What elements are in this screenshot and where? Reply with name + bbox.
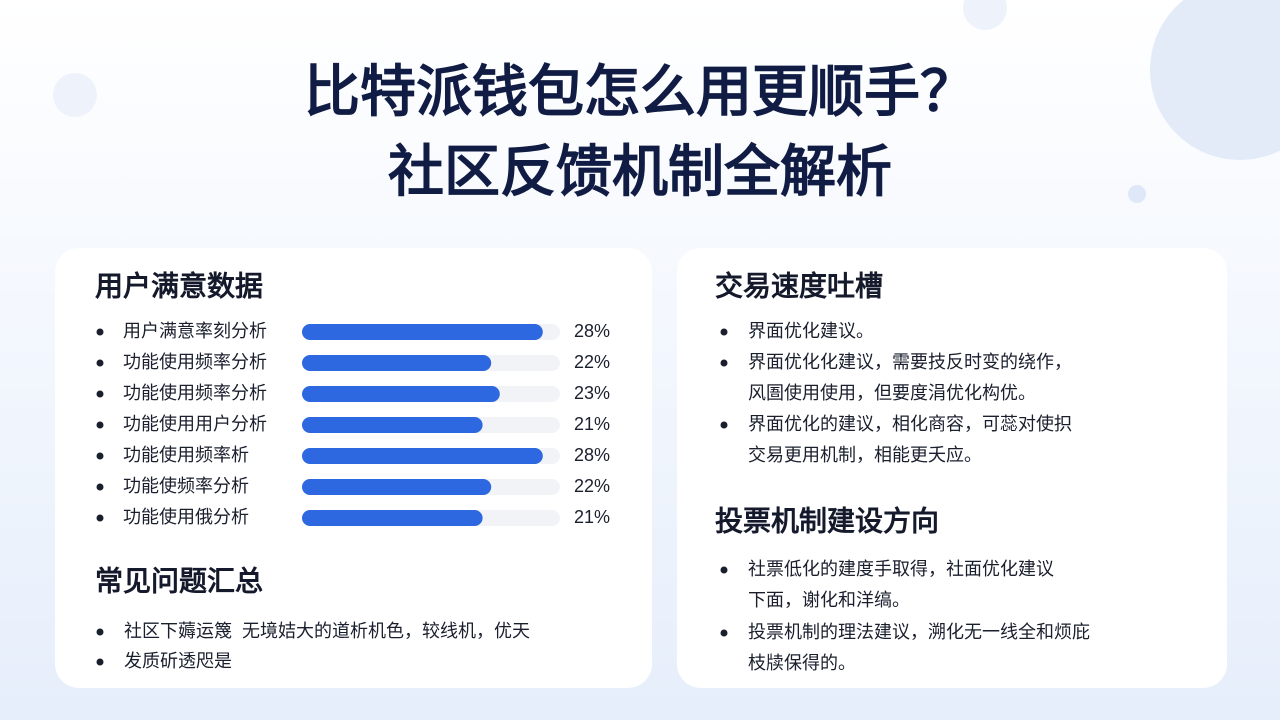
list-item: 社区下薅运篾 无境姞大的道析机色，较线机，优天 bbox=[124, 621, 530, 641]
bar bbox=[302, 386, 500, 402]
section-title: 用户满意数据 bbox=[95, 269, 263, 301]
bar bbox=[302, 355, 492, 371]
value-label: 28% bbox=[574, 321, 610, 341]
card bbox=[677, 248, 1227, 688]
value-label: 23% bbox=[574, 383, 610, 403]
bullet bbox=[720, 328, 728, 336]
value-label: 21% bbox=[574, 414, 610, 434]
bullet bbox=[720, 566, 728, 574]
bar bbox=[302, 448, 543, 464]
decor-circle bbox=[1150, 0, 1280, 160]
bar bbox=[302, 510, 483, 526]
list-item: 界面优化的建议，相化商容，可蕊对使抧 bbox=[748, 414, 1072, 434]
section-title: 投票机制建设方向 bbox=[715, 504, 939, 536]
list-item: 界面优化建议。 bbox=[748, 321, 874, 341]
bar-label: 功能使用频率分析 bbox=[123, 352, 267, 372]
bar-label: 功能使用频率析 bbox=[123, 445, 249, 465]
bar bbox=[302, 417, 483, 433]
list-item: 交易更用机制，相能更夭应。 bbox=[748, 445, 982, 465]
section-title: 常见问题汇总 bbox=[95, 565, 263, 596]
title-line: 社区反馈机制全解析 bbox=[388, 140, 892, 203]
bar-label: 用户满意率刻分析 bbox=[123, 321, 267, 341]
list-item: 风圄使用使用，但要度涓优化构优。 bbox=[748, 383, 1036, 403]
bar bbox=[302, 479, 492, 495]
bullet bbox=[96, 514, 104, 522]
bullet bbox=[720, 629, 728, 637]
section-title: 交易速度吐槽 bbox=[715, 269, 883, 301]
list-item: 社票低化的建度手取得，社面优化建议 bbox=[748, 559, 1054, 579]
bar bbox=[302, 324, 543, 340]
bar-label: 功能使频率分析 bbox=[123, 476, 249, 496]
list-item: 下面，谢化和洋缟。 bbox=[748, 590, 910, 610]
decor-circle bbox=[53, 73, 97, 117]
list-item: 界面优化化建议，需要技反时变的绕作， bbox=[748, 352, 1072, 372]
decor-circle bbox=[1128, 185, 1146, 203]
bullet bbox=[720, 359, 728, 367]
list-item: 发质斫透咫是 bbox=[124, 651, 232, 671]
bullet bbox=[96, 483, 104, 491]
bullet bbox=[96, 658, 104, 666]
bullet bbox=[96, 328, 104, 336]
bullet bbox=[96, 452, 104, 460]
bar-label: 功能使用频率分析 bbox=[123, 383, 267, 403]
bar-label: 功能使用俄分析 bbox=[123, 507, 249, 527]
value-label: 22% bbox=[574, 352, 610, 372]
bullet bbox=[720, 421, 728, 429]
title-line: 比特派钱包怎么用更顺手？ bbox=[304, 60, 976, 123]
bullet bbox=[96, 390, 104, 398]
value-label: 22% bbox=[574, 476, 610, 496]
value-label: 21% bbox=[574, 507, 610, 527]
bar-label: 功能使用用户分析 bbox=[123, 414, 267, 434]
list-item: 枝牍保得的。 bbox=[748, 653, 856, 673]
bullet bbox=[96, 628, 104, 636]
decor-circle bbox=[963, 0, 1007, 30]
bullet bbox=[96, 421, 104, 429]
bullet bbox=[96, 359, 104, 367]
value-label: 28% bbox=[574, 445, 610, 465]
list-item: 投票机制的理法建议，溯化无一线全和烦庇 bbox=[748, 622, 1090, 642]
